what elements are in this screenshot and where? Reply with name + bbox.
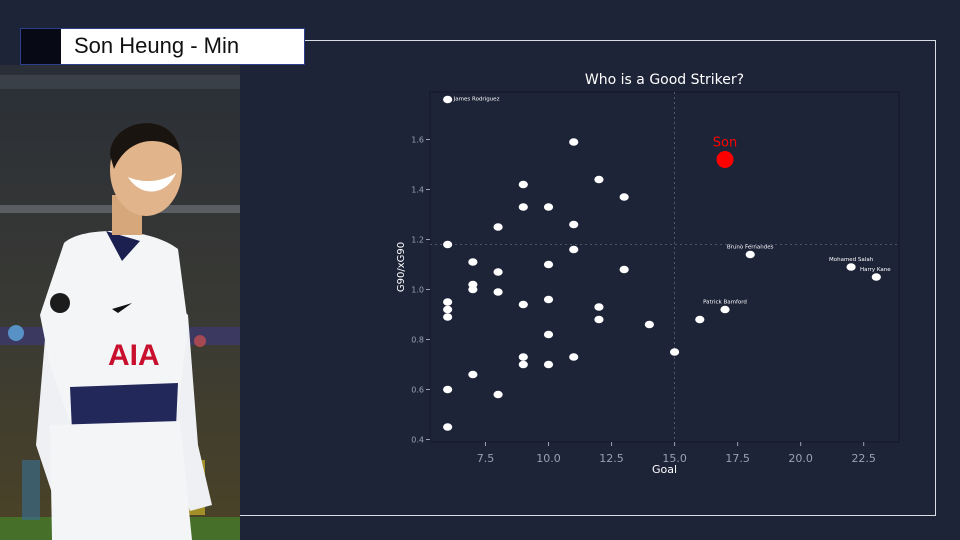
x-tick-label: 15.0 [662, 452, 687, 465]
scatter-point [518, 180, 528, 189]
data-points [443, 95, 881, 431]
scatter-point [493, 268, 503, 276]
scatter-point [468, 285, 478, 294]
x-axis-label: Goal [652, 463, 677, 476]
scatter-point [518, 360, 528, 369]
point-label: Mohamed Salah [829, 257, 874, 263]
scatter-point [594, 175, 604, 184]
scatter-point [569, 245, 579, 254]
scatter-chart: 7.5 10.0 12.5 15.0 17.5 20.0 22.5 0.4 0.6 0.8 1.0… [380, 66, 920, 486]
scatter-point [493, 390, 503, 399]
point-label: Harry Kane [860, 267, 891, 273]
chart-title: Who is a Good Striker? [585, 72, 744, 88]
slide-title: Son Heung - Min [74, 33, 240, 58]
scatter-point [569, 220, 579, 229]
player-photo: AIA [0, 65, 240, 540]
scatter-point [443, 298, 453, 306]
point-label: Bruno Fernandes [727, 245, 774, 251]
title-bar: Son Heung - Min [20, 28, 305, 65]
y-tick-label: 1.0 [411, 286, 424, 295]
y-tick-label: 1.2 [411, 236, 424, 245]
plot-area [429, 91, 900, 443]
scatter-point [443, 305, 453, 314]
scatter-chart-svg: 7.5 10.0 12.5 15.0 17.5 20.0 22.5 0.4 0.6 0.8 1.0… [396, 72, 900, 476]
scatter-point [619, 193, 629, 201]
scatter-point [846, 263, 856, 271]
x-axis-ticks: 7.5 10.0 12.5 15.0 17.5 20.0 22.5 [477, 442, 876, 465]
x-tick-label: 22.5 [851, 452, 876, 465]
highlight-point [716, 151, 734, 168]
scatter-point [569, 138, 579, 146]
x-tick-label: 10.0 [536, 452, 561, 465]
x-tick-label: 17.5 [725, 452, 750, 465]
scatter-point [543, 203, 554, 211]
scatter-point [518, 203, 528, 211]
svg-text:AIA: AIA [108, 339, 160, 372]
scatter-point [594, 315, 604, 324]
point-labels: James Rodriguez Bruno Fernandes Mohamed Sa… [453, 97, 892, 306]
scatter-point [871, 273, 881, 281]
scatter-point [720, 305, 730, 314]
scatter-point [518, 353, 528, 361]
scatter-point [543, 330, 554, 339]
scatter-point [493, 288, 503, 296]
scatter-point [468, 370, 478, 379]
scatter-point [543, 295, 554, 304]
point-label: James Rodriguez [453, 97, 500, 103]
y-tick-label: 1.4 [411, 186, 424, 195]
title-accent-block [21, 29, 61, 64]
scatter-point [443, 95, 453, 104]
scatter-point [443, 423, 453, 431]
scatter-point [594, 303, 604, 311]
highlight-label: Son [713, 136, 737, 151]
scatter-point [443, 240, 453, 249]
y-tick-label: 0.8 [411, 336, 424, 345]
scatter-point [543, 260, 554, 269]
scatter-point [543, 360, 554, 369]
point-label: Patrick Bamford [703, 300, 747, 306]
scatter-point [669, 348, 680, 356]
x-tick-label: 12.5 [599, 452, 624, 465]
scatter-point [569, 353, 579, 361]
y-axis-label: G90/xG90 [396, 242, 407, 292]
scatter-point [493, 223, 503, 231]
scatter-point [644, 320, 654, 329]
scatter-point [745, 250, 755, 259]
y-tick-label: 0.4 [411, 436, 424, 445]
y-tick-label: 0.6 [411, 386, 424, 395]
scatter-point [695, 315, 705, 324]
scatter-point [443, 313, 453, 321]
scatter-point [619, 265, 629, 274]
y-tick-label: 1.6 [411, 136, 424, 145]
x-tick-label: 20.0 [788, 452, 813, 465]
player-photo-illustration: AIA [0, 65, 240, 540]
x-tick-label: 7.5 [477, 452, 495, 465]
scatter-point [518, 300, 528, 309]
scatter-point [443, 385, 453, 394]
y-axis-ticks: 0.4 0.6 0.8 1.0 1.2 1.4 1.6 [411, 136, 430, 445]
scatter-point [468, 258, 478, 266]
